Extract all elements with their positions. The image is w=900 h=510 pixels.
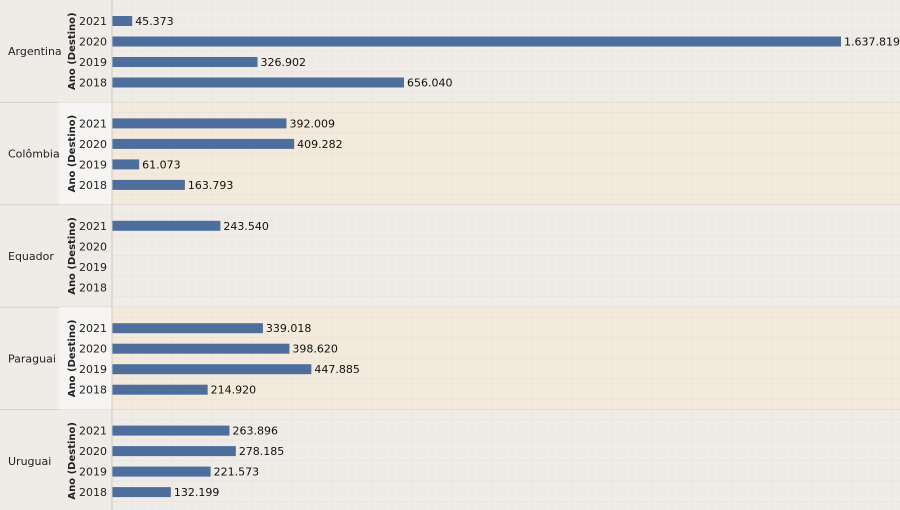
value-label: 214.920 [211,384,257,397]
bar-colômbia-2021[interactable] [112,118,287,129]
year-label: 2020 [79,240,107,253]
country-group-1: Colômbia Ano (Destino) 2021 392.009 2020 409.… [0,102,900,206]
value-label: 447.885 [314,363,360,376]
bar-uruguai-2021[interactable] [112,425,230,436]
bar-argentina-2021[interactable] [112,16,133,26]
country-label: Colômbia [8,148,60,161]
year-label: 2019 [79,261,107,274]
year-label: 2020 [79,138,107,151]
value-label: 221.573 [214,466,259,479]
value-label: 243.540 [223,220,269,233]
plot-band [112,409,900,510]
row-axis-title: Ano (Destino) [67,217,78,295]
bar-colômbia-2019[interactable] [112,159,140,170]
year-label: 2021 [79,220,107,233]
year-label: 2019 [79,56,107,69]
year-label: 2018 [79,77,107,90]
bar-uruguai-2019[interactable] [112,466,211,477]
value-label: 1.637.819 [844,36,900,49]
country-group-4: Uruguai Ano (Destino) 2021 263.896 2020 278.1… [8,409,900,510]
year-label: 2018 [79,179,107,192]
value-label: 163.793 [188,179,234,192]
value-label: 398.620 [292,343,338,356]
value-label: 326.902 [261,56,307,69]
value-label: 339.018 [266,322,312,335]
year-label: 2018 [79,384,107,397]
country-label: Uruguai [8,455,51,468]
year-label: 2019 [79,363,107,376]
axis-panel [59,102,112,205]
bar-paraguai-2018[interactable] [112,384,208,395]
axis-panel [59,0,112,103]
year-label: 2019 [79,466,107,479]
year-label: 2020 [79,36,107,49]
bar-equador-2021[interactable] [112,220,221,231]
country-group-2: Equador Ano (Destino) 2021 243.540 2020 2019 2… [0,204,900,308]
axis-panel [59,204,112,308]
bar-argentina-2018[interactable] [112,77,405,88]
bar-colômbia-2020[interactable] [112,138,295,149]
year-label: 2019 [79,158,107,171]
bar-colômbia-2018[interactable] [112,179,185,190]
row-axis-title: Ano (Destino) [67,115,78,193]
country-label: Paraguai [8,352,56,365]
value-label: 61.073 [142,158,181,171]
year-label: 2021 [79,425,107,438]
year-label: 2021 [79,15,107,28]
country-label: Argentina [8,45,62,58]
country-group-0: Argentina Ano (Destino) 2021 45.373 2020 1.63… [0,0,900,103]
value-label: 263.896 [232,425,277,438]
axis-panel [59,307,112,410]
bar-argentina-2020[interactable] [112,36,841,47]
row-axis-title: Ano (Destino) [67,12,78,90]
axis-panel [59,409,112,510]
year-label: 2021 [79,117,107,130]
value-label: 132.199 [174,486,220,499]
value-label: 409.282 [297,138,343,151]
bar-uruguai-2020[interactable] [112,446,236,457]
bar-paraguai-2019[interactable] [112,364,312,375]
row-axis-title: Ano (Destino) [67,422,78,500]
country-group-3: Paraguai Ano (Destino) 2021 339.018 2020 398.… [0,307,900,411]
row-axis-title: Ano (Destino) [67,320,78,398]
year-label: 2021 [79,322,107,335]
value-label: 45.373 [135,15,174,28]
year-label: 2018 [79,486,107,499]
value-label: 278.185 [239,445,285,458]
country-label: Equador [8,250,54,263]
value-label: 656.040 [407,77,453,90]
bar-paraguai-2021[interactable] [112,323,263,334]
year-label: 2020 [79,445,107,458]
bar-paraguai-2020[interactable] [112,343,290,354]
value-label: 392.009 [289,117,335,130]
year-label: 2018 [79,281,107,294]
year-label: 2020 [79,343,107,356]
bar-uruguai-2018[interactable] [112,487,171,498]
bar-argentina-2019[interactable] [112,57,258,67]
